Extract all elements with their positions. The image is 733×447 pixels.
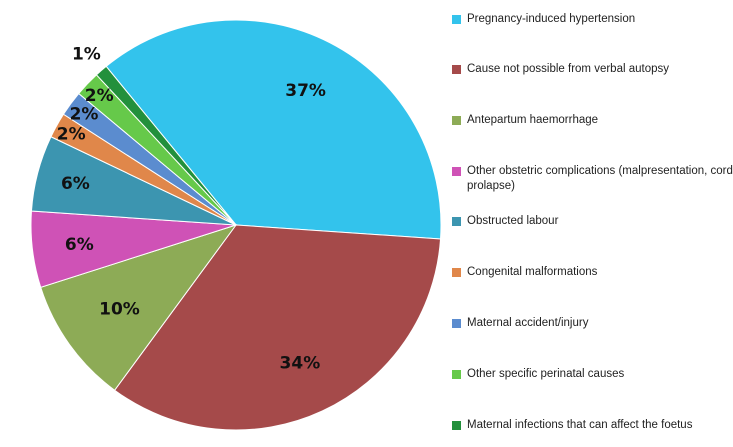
slice-value-label: 10% bbox=[99, 300, 140, 320]
legend-item: Pregnancy-induced hypertension bbox=[452, 12, 733, 27]
slice-value-label: 34% bbox=[280, 354, 321, 374]
slice-value-label: 2% bbox=[57, 124, 86, 144]
slice-value-label: 6% bbox=[65, 235, 94, 255]
legend-item: Other specific perinatal causes bbox=[452, 367, 733, 382]
legend-swatch bbox=[452, 116, 461, 125]
pie-slice bbox=[95, 65, 237, 226]
legend-item: Congenital malformations bbox=[452, 265, 733, 280]
slice-value-label: 2% bbox=[70, 104, 99, 124]
legend-item: Maternal accident/injury bbox=[452, 316, 733, 331]
legend-label: Obstructed labour bbox=[467, 215, 559, 227]
legend-swatch bbox=[452, 268, 461, 277]
legend-swatch bbox=[452, 167, 461, 176]
legend-item: Cause not possible from verbal autopsy bbox=[452, 62, 733, 77]
legend-label: Pregnancy-induced hypertension bbox=[467, 13, 636, 25]
legend-label: Maternal infections that can affect the … bbox=[467, 419, 693, 431]
legend-label: Maternal accident/injury bbox=[467, 317, 589, 329]
legend-label: Cause not possible from verbal autopsy bbox=[467, 63, 669, 75]
slice-value-label: 37% bbox=[285, 81, 326, 101]
legend-swatch bbox=[452, 15, 461, 24]
pie-chart: 37%34%10%6%6%2%2%2%1% bbox=[30, 19, 442, 431]
legend-item: Other obstetric complications (malpresen… bbox=[452, 164, 733, 194]
legend-swatch bbox=[452, 65, 461, 74]
slice-value-label: 1% bbox=[72, 45, 101, 65]
pie-slice bbox=[105, 19, 442, 240]
slice-value-label: 2% bbox=[85, 86, 114, 106]
legend-label: Other specific perinatal causes bbox=[467, 368, 625, 380]
legend: Pregnancy-induced hypertension Cause not … bbox=[452, 0, 733, 447]
pie-slice bbox=[113, 224, 442, 431]
legend-label: Antepartum haemorrhage bbox=[467, 114, 599, 126]
legend-item: Antepartum haemorrhage bbox=[452, 113, 733, 128]
legend-swatch bbox=[452, 217, 461, 226]
legend-swatch bbox=[452, 319, 461, 328]
legend-item: Obstructed labour bbox=[452, 214, 733, 229]
legend-label: Congenital malformations bbox=[467, 266, 598, 278]
slice-value-label: 6% bbox=[61, 174, 90, 194]
pie-slice bbox=[40, 224, 238, 391]
legend-swatch bbox=[452, 370, 461, 379]
legend-item: Maternal infections that can affect the … bbox=[452, 418, 733, 433]
legend-label: Other obstetric complications (malpresen… bbox=[467, 165, 733, 192]
legend-swatch bbox=[452, 421, 461, 430]
